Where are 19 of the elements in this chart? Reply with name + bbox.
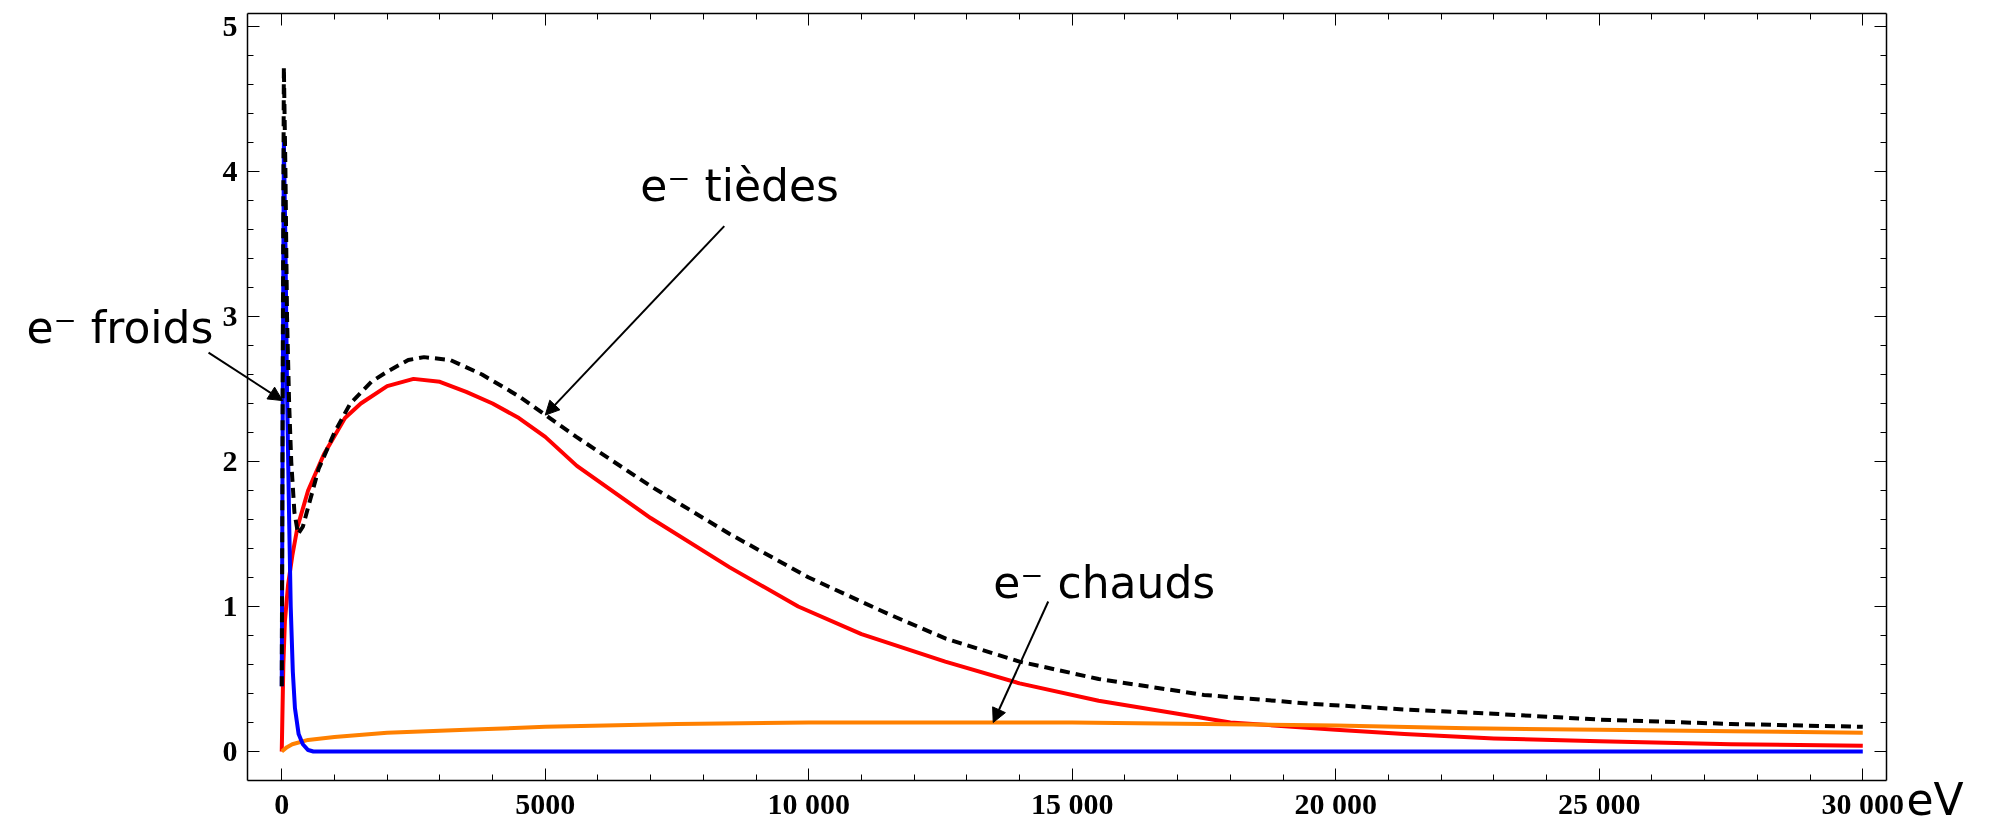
y-tick-label: 3 [222,299,238,333]
annotation: e⁻ tièdes [640,160,840,212]
annotation: e⁻ froids [26,301,214,353]
annotation: e⁻ chauds [993,556,1216,608]
y-tick-label: 5 [222,9,238,43]
x-tick-label: 30 000 [1821,786,1905,820]
x-tick-label: 15 000 [1031,786,1114,820]
y-tick-label: 0 [222,734,238,767]
x-axis-title: eV [1906,773,1964,825]
x-tick-label: 5000 [515,786,576,820]
y-tick-label: 2 [222,444,238,478]
line-series [279,376,1865,754]
line-series [279,720,1865,754]
x-tick-label: 25 000 [1558,786,1641,820]
x-tick-label: 0 [274,786,290,820]
y-tick-label: 4 [222,154,238,188]
x-tick-label: 20 000 [1294,786,1378,820]
x-tick-label: 10 000 [767,786,851,820]
y-tick-label: 1 [222,589,238,623]
